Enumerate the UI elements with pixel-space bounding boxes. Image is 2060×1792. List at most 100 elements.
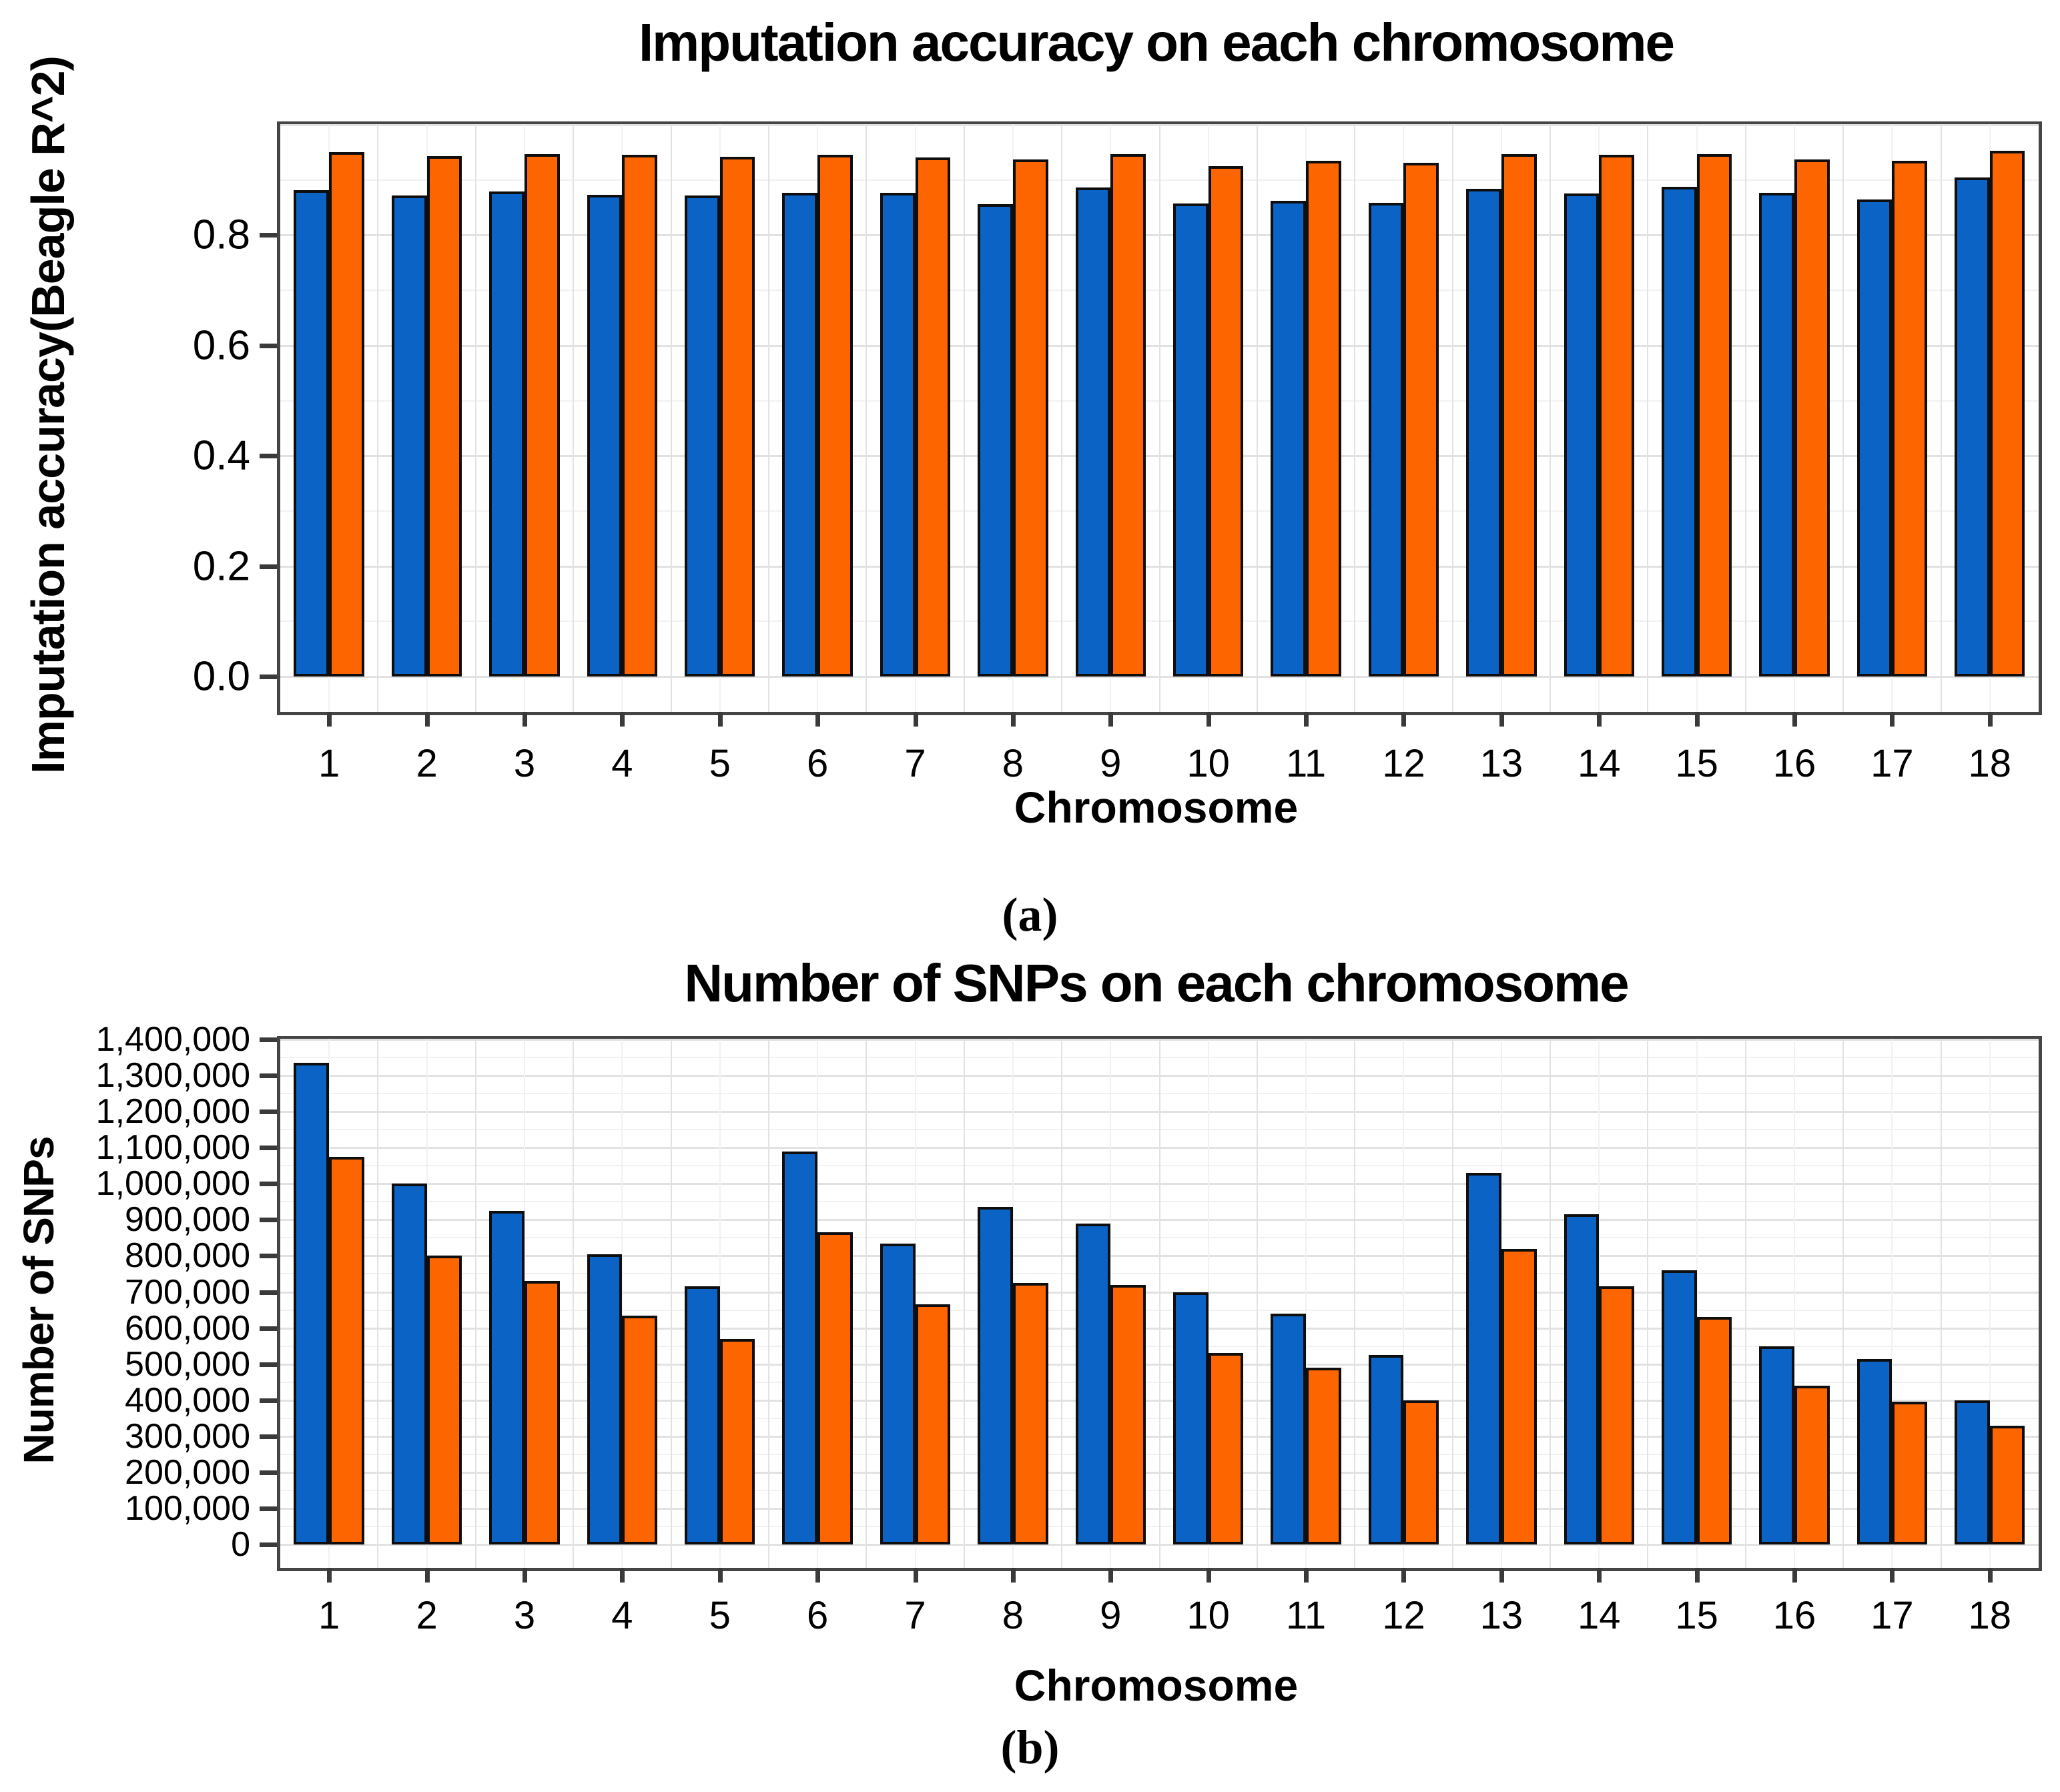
- x-tick-mark: [1499, 1568, 1504, 1583]
- x-tick-mark: [1597, 712, 1602, 727]
- bar-series_blue-chr11: [1271, 1313, 1307, 1544]
- bar-series_blue-chr15: [1661, 1270, 1697, 1544]
- bar-series_orange-chr2: [426, 1256, 462, 1544]
- gridline-vertical: [866, 1039, 868, 1568]
- y-tick-mark: [260, 1146, 277, 1151]
- gridline-vertical: [573, 1039, 575, 1568]
- y-tick-mark: [260, 675, 277, 679]
- gridline-vertical: [474, 125, 476, 712]
- y-tick-label: 800,000: [125, 1236, 250, 1276]
- x-tick-label: 4: [611, 742, 633, 785]
- y-tick-label: 0.0: [192, 653, 250, 700]
- chart-b-plot-area: 0 100,000 200,000 300,000 400,000 500,000 600,…: [96, 1020, 2042, 1637]
- bar-series_blue-chr15: [1661, 186, 1697, 677]
- y-tick-label: 0.4: [192, 432, 250, 479]
- x-tick-label: 18: [1968, 742, 2012, 785]
- bar-series_orange-chr14: [1599, 155, 1634, 677]
- x-tick-label: 12: [1382, 1594, 1425, 1637]
- x-tick-label: 17: [1870, 1594, 1914, 1637]
- y-tick-label: 300,000: [125, 1416, 250, 1456]
- bar-series_orange-chr5: [719, 1338, 755, 1544]
- bar-series_orange-chr13: [1501, 1248, 1537, 1544]
- x-tick-mark: [1206, 1568, 1211, 1583]
- gridline-vertical-minor: [621, 1039, 623, 1568]
- y-tick-mark: [260, 1073, 277, 1079]
- gridline-vertical-minor: [1305, 1039, 1307, 1568]
- x-tick-mark: [1890, 712, 1895, 727]
- x-tick-label: 7: [904, 1594, 926, 1637]
- gridline-vertical: [1842, 125, 1844, 712]
- bar-series_orange-chr10: [1208, 166, 1244, 677]
- gridline-vertical: [573, 125, 575, 712]
- x-tick-label: 7: [904, 742, 926, 785]
- gridline-vertical-minor: [1207, 1039, 1209, 1568]
- y-tick-mark: [260, 1506, 277, 1511]
- gridline-vertical-minor: [914, 1039, 916, 1568]
- gridline-vertical-minor: [719, 1039, 721, 1568]
- bar-series_blue-chr14: [1564, 193, 1600, 677]
- x-tick-mark: [522, 712, 527, 727]
- chart-b-title: Number of SNPs on each chromosome: [684, 953, 1629, 1013]
- bar-series_orange-chr6: [817, 1232, 853, 1544]
- bar-series_orange-chr9: [1110, 153, 1146, 677]
- x-tick-label: 15: [1675, 742, 1718, 785]
- bar-series_blue-chr10: [1172, 1292, 1209, 1544]
- x-tick-mark: [1010, 1568, 1016, 1583]
- x-tick-label: 18: [1968, 1594, 2012, 1637]
- x-tick-label: 15: [1675, 1594, 1718, 1637]
- x-tick-mark: [815, 1568, 821, 1583]
- bar-series_orange-chr9: [1110, 1284, 1146, 1544]
- y-tick-mark: [260, 1109, 277, 1115]
- x-tick-label: 3: [513, 742, 536, 785]
- x-tick-mark: [1792, 712, 1798, 727]
- x-tick-mark: [327, 712, 332, 727]
- x-tick-label: 5: [709, 742, 731, 785]
- bar-series_orange-chr16: [1794, 159, 1830, 677]
- y-tick-mark: [260, 1218, 277, 1223]
- x-tick-label: 17: [1870, 742, 1914, 785]
- gridline-vertical: [1158, 1039, 1160, 1568]
- x-tick-mark: [1206, 712, 1211, 727]
- x-tick-mark: [1792, 1568, 1798, 1583]
- y-tick-label: 100,000: [125, 1488, 250, 1528]
- gridline-vertical: [1744, 125, 1746, 712]
- gridline-vertical: [963, 1039, 965, 1568]
- y-tick-label: 0.2: [192, 543, 250, 590]
- x-tick-label: 11: [1285, 742, 1327, 785]
- x-tick-mark: [1499, 712, 1504, 727]
- y-tick-label: 900,000: [125, 1200, 250, 1240]
- bar-series_orange-chr15: [1696, 1317, 1732, 1544]
- bar-series_blue-chr1: [294, 1063, 330, 1544]
- y-tick-label: 700,000: [125, 1272, 250, 1312]
- x-tick-mark: [1890, 1568, 1895, 1583]
- x-tick-label: 3: [513, 1594, 536, 1637]
- bar-series_orange-chr12: [1403, 163, 1439, 677]
- y-tick-mark: [260, 454, 277, 459]
- gridline-vertical: [1354, 125, 1356, 712]
- y-tick-label: 0.8: [192, 211, 250, 258]
- bar-series_blue-chr3: [489, 191, 525, 677]
- y-tick-mark: [260, 564, 277, 569]
- x-tick-mark: [717, 712, 723, 727]
- bar-series_blue-chr16: [1759, 192, 1794, 677]
- x-tick-label: 12: [1382, 742, 1425, 785]
- gridline-vertical: [1158, 125, 1160, 712]
- bar-series_blue-chr18: [1955, 1400, 1990, 1544]
- x-tick-label: 5: [709, 1594, 731, 1637]
- bar-series_blue-chr8: [978, 1207, 1013, 1544]
- bar-series_blue-chr5: [685, 1286, 720, 1544]
- bar-series_orange-chr17: [1892, 160, 1928, 677]
- x-tick-mark: [1987, 712, 1993, 727]
- chart-a-x-axis-title: Chromosome: [1014, 783, 1299, 832]
- y-tick-label: 200,000: [125, 1452, 250, 1492]
- x-tick-label: 16: [1772, 742, 1816, 785]
- gridline-vertical: [670, 125, 672, 712]
- y-tick-mark: [260, 1037, 277, 1042]
- gridline-vertical: [1647, 1039, 1649, 1568]
- bar-series_blue-chr17: [1856, 199, 1893, 677]
- gridline-vertical: [1940, 125, 1942, 712]
- y-tick-mark: [260, 1470, 277, 1475]
- bar-series_orange-chr7: [915, 1304, 951, 1544]
- chart-a-title: Imputation accuracy on each chromosome: [638, 13, 1675, 72]
- y-tick-label: 0.6: [192, 322, 250, 369]
